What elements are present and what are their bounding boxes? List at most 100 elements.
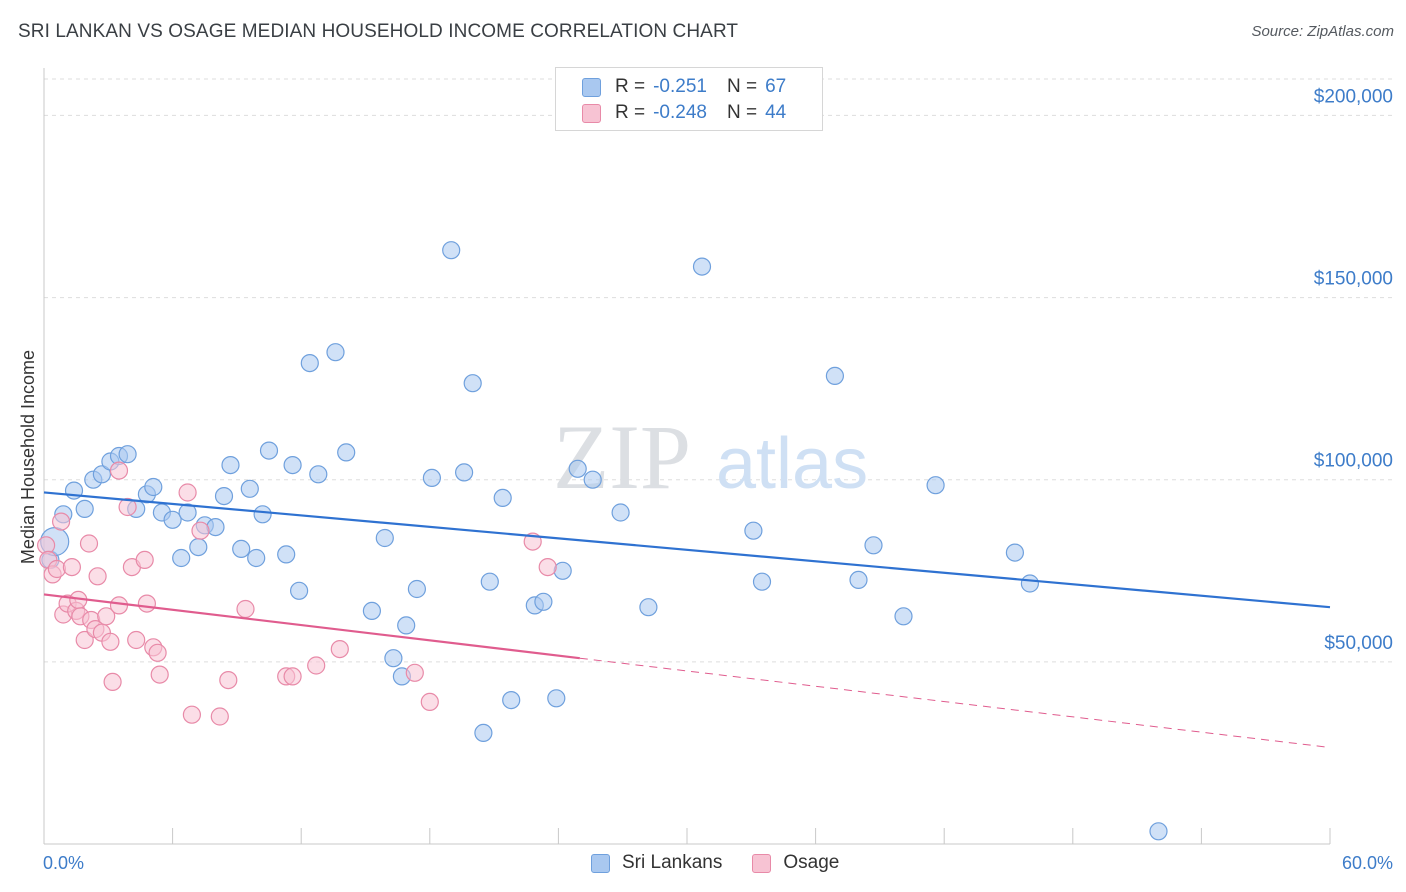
legend-r-value: -0.251 [653,76,707,97]
legend-n-label: N = [726,102,758,123]
data-point [163,510,182,529]
data-point [290,581,309,600]
data-point [538,557,557,577]
data-point [493,488,512,507]
data-point [300,354,319,373]
data-point [135,550,154,570]
legend-swatch-osage [582,103,601,123]
data-point [178,483,197,502]
legend-item-osage[interactable]: Osage [752,852,839,874]
x-min-label: 0.0% [43,853,84,873]
data-point [420,692,439,712]
data-point [480,572,499,591]
data-point [109,596,129,615]
data-point [178,503,197,522]
data-point [362,601,381,621]
legend-n-value: 67 [765,76,787,97]
data-point [825,366,845,385]
data-point [210,707,229,726]
x-max-label: 60.0% [1342,853,1393,873]
data-point [534,592,553,611]
data-point [405,663,424,682]
data-point [103,672,122,692]
data-point [219,670,238,690]
data-point [88,567,107,586]
data-point [463,374,482,393]
data-point [474,723,493,743]
data-point [692,257,712,276]
data-point [51,512,71,531]
data-point [384,649,403,668]
legend-n-label: N = [726,76,758,97]
data-point [232,539,251,559]
data-point [309,465,328,484]
data-point [547,689,566,708]
data-point [277,545,296,564]
data-point [172,548,191,568]
legend-swatch-osage [752,853,772,873]
legend-item-sri-lankans[interactable]: Sri Lankans [591,852,722,874]
chart-title: SRI LANKAN VS OSAGE MEDIAN HOUSEHOLD INC… [18,21,739,42]
data-point [864,536,883,555]
data-point [442,241,461,260]
data-point [330,639,349,659]
axes [43,68,1331,845]
y-tick-label: $150,000 [1314,269,1393,290]
grid-lines [44,78,1393,663]
data-point [283,456,302,475]
data-point [118,497,137,517]
legend-label-osage: Osage [783,852,840,873]
data-point [849,570,868,590]
data-point [75,630,94,650]
data-point [253,505,272,524]
legend-label-sri-lankans: Sri Lankans [622,852,723,873]
data-point [148,643,167,662]
data-point [583,470,602,489]
data-point [1149,822,1168,841]
data-point [326,343,345,362]
data-point [611,503,630,522]
data-point [455,463,474,482]
data-point [47,559,67,579]
legend-r-label: R = [615,76,646,97]
data-point [926,476,945,495]
data-point [337,443,356,462]
data-point [92,465,112,484]
data-point [189,537,208,557]
data-point [206,517,225,537]
data-point [109,461,129,480]
data-point [137,594,156,613]
legend-row-osage: R = -0.248 N = 44 [582,101,786,125]
data-point [101,632,120,651]
legend-swatch-sri-lankans [582,77,601,97]
data-point [283,667,302,686]
legend-swatch-sri-lankans [591,853,610,873]
y-tick-labels: $50,000 $100,000 $150,000 $200,000 [1314,86,1393,653]
trend-line [43,491,1331,609]
y-tick-label: $200,000 [1314,86,1393,107]
data-point [744,521,763,540]
data-point [97,607,116,626]
y-tick-label: $50,000 [1324,633,1393,654]
data-point [375,528,394,548]
watermark-zip: ZIP [553,406,691,508]
series-legend: Sri Lankans Osage [591,852,869,874]
data-point [1020,574,1040,593]
watermark-atlas: atlas [716,424,868,504]
data-point [191,521,210,540]
legend-r-value: -0.248 [653,102,707,123]
data-point [79,534,99,553]
data-point [752,572,772,591]
data-point [182,705,201,724]
series-sri-lankans-points [40,241,1168,841]
data-point [236,599,255,619]
data-point [150,665,169,684]
data-point [407,579,426,599]
correlation-legend: R = -0.251 N = 67 R = -0.248 N = 44 [555,67,823,131]
data-point [894,607,913,626]
data-point [127,630,146,650]
data-point [553,561,572,580]
data-point [259,441,279,460]
data-point [75,499,94,518]
